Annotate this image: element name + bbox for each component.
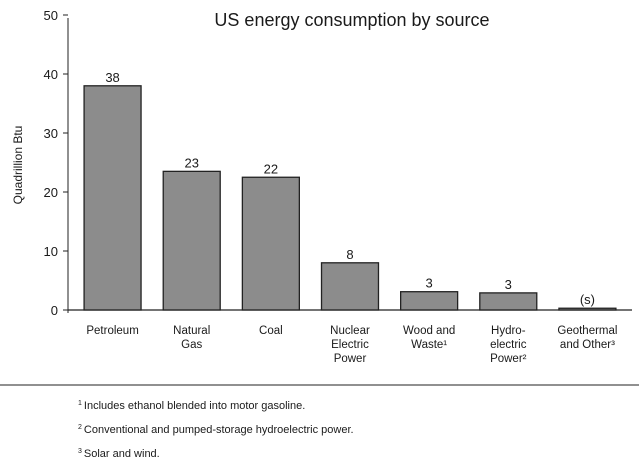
y-tick-label: 30 [44, 126, 58, 141]
y-tick-label: 0 [51, 303, 58, 318]
x-tick-label: Wood and Waste¹ [403, 325, 455, 351]
y-axis-ticks: 0 10 20 30 40 50 [44, 8, 68, 318]
data-label: 22 [264, 161, 278, 176]
data-labels: 38 23 22 8 3 3 (s) [105, 70, 595, 307]
x-tick-label: Natural Gas [173, 325, 210, 351]
bar [479, 292, 538, 311]
y-axis-label: Quadrillion Btu [11, 126, 25, 205]
data-label: 23 [184, 155, 198, 170]
x-axis-tick-labels: Petroleum Natural Gas Coal Nuclear Electric Po… [86, 325, 617, 365]
x-tick-label: Hydro-electric Power² [490, 325, 527, 365]
data-label: 3 [426, 276, 433, 291]
bars [83, 85, 617, 311]
data-label: 3 [505, 277, 512, 292]
data-label: (s) [580, 292, 595, 307]
y-tick-label: 50 [44, 8, 58, 23]
footnote-2-mark: 2 [78, 424, 82, 431]
y-tick-label: 40 [44, 67, 58, 82]
y-tick-label: 20 [44, 185, 58, 200]
x-tick-label: Coal [259, 325, 283, 337]
chart-title: US energy consumption by source [214, 10, 489, 30]
data-label: 38 [105, 70, 119, 85]
footnote-3: 3 Solar and wind. [78, 441, 354, 465]
bar [558, 307, 617, 311]
bar [241, 176, 300, 311]
x-tick-label: Nuclear Electric Power [330, 325, 370, 365]
bar [400, 291, 459, 311]
footnote-3-mark: 3 [78, 448, 82, 455]
data-label: 8 [346, 247, 353, 262]
x-tick-label: Geothermal and Other³ [557, 325, 617, 351]
bar [83, 85, 142, 311]
footnote-1-mark: 1 [78, 400, 82, 407]
y-tick-label: 10 [44, 244, 58, 259]
bar [320, 262, 380, 311]
footnote-3-text: Solar and wind. [83, 448, 160, 460]
bar [162, 170, 221, 311]
footnote-1: 1 Includes ethanol blended into motor gas… [78, 393, 354, 417]
footnote-2-text: Conventional and pumped-storage hydroele… [83, 424, 354, 436]
x-tick-label: Petroleum [86, 325, 138, 337]
footnote-1-text: Includes ethanol blended into motor gaso… [83, 400, 306, 412]
footnote-2: 2 Conventional and pumped-storage hydroel… [78, 417, 354, 441]
footnotes: 1 Includes ethanol blended into motor gas… [78, 393, 354, 465]
